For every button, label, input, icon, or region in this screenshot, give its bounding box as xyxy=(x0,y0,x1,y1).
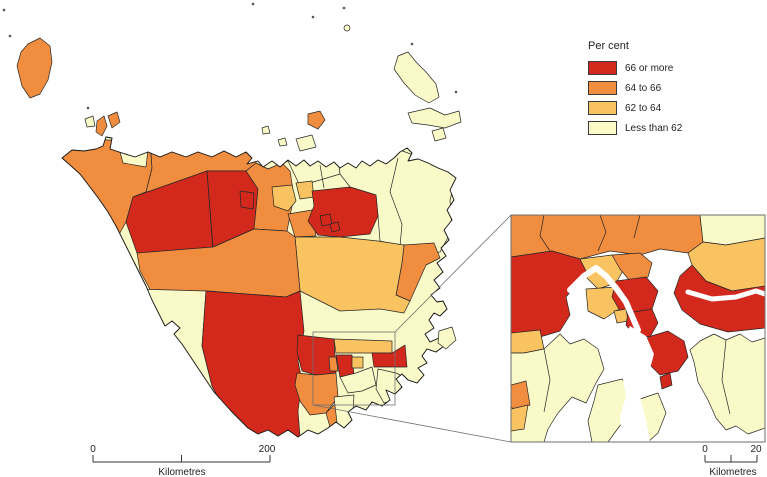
legend-item: Less than 62 xyxy=(588,121,682,135)
inset-region xyxy=(659,372,673,390)
scalebar-start-label: 0 xyxy=(90,444,96,455)
scalebar-start-label: 0 xyxy=(702,444,708,455)
islet-speck xyxy=(311,15,315,19)
island xyxy=(84,115,96,128)
region-border xyxy=(319,164,325,189)
region xyxy=(287,209,317,238)
inset-border xyxy=(510,214,766,443)
island-cape-barren xyxy=(407,107,462,129)
region xyxy=(294,236,411,314)
scalebar-end-label: 20 xyxy=(750,444,762,455)
island xyxy=(295,134,317,152)
legend-swatch-class2 xyxy=(588,81,617,95)
mainland-regions xyxy=(62,137,456,437)
inset-region xyxy=(511,404,529,432)
region xyxy=(333,394,355,432)
legend-label: 64 to 66 xyxy=(625,82,662,94)
legend-item: 62 to 64 xyxy=(588,101,682,115)
island xyxy=(277,137,288,147)
islands xyxy=(2,2,462,350)
island xyxy=(307,110,326,130)
legend-item: 66 or more xyxy=(588,61,682,75)
islet-speck xyxy=(8,34,12,38)
island-flinders xyxy=(393,51,440,104)
pitt-water xyxy=(685,288,765,302)
island-king xyxy=(16,37,53,99)
legend: Per cent 66 or more 64 to 66 62 to 64 Le… xyxy=(588,40,682,141)
region xyxy=(371,344,408,368)
region-border xyxy=(389,157,403,247)
inset-region-border xyxy=(539,215,551,252)
inset-region xyxy=(613,308,629,324)
inset-region xyxy=(511,215,704,260)
connector-line xyxy=(394,214,512,333)
islet-speck xyxy=(2,8,6,12)
island xyxy=(431,127,447,142)
island xyxy=(95,115,108,137)
scalebar-end-label: 200 xyxy=(259,444,276,455)
connector-line xyxy=(312,404,512,443)
islet-speck xyxy=(410,42,414,46)
inset-region-border xyxy=(543,348,551,413)
islet-speck xyxy=(86,106,90,110)
islet-speck xyxy=(342,6,346,10)
derwent-river xyxy=(567,265,641,333)
region xyxy=(328,356,339,372)
region xyxy=(307,186,379,238)
legend-label: Less than 62 xyxy=(625,122,683,134)
region xyxy=(239,190,255,210)
legend-swatch-class1 xyxy=(588,61,617,75)
legend-label: 62 to 64 xyxy=(625,102,662,114)
region xyxy=(329,221,341,233)
islet xyxy=(343,24,351,32)
region xyxy=(339,366,377,394)
inset-region-border xyxy=(721,339,731,415)
island xyxy=(261,125,271,135)
scalebar-main: 0 200 Kilometres xyxy=(90,444,276,477)
inset-region xyxy=(511,329,545,354)
islet-speck xyxy=(454,90,458,94)
source-box xyxy=(312,331,396,406)
region xyxy=(201,290,305,437)
inset-region xyxy=(511,250,587,342)
region xyxy=(351,356,364,369)
islet-speck xyxy=(251,2,255,6)
legend-swatch-class4 xyxy=(588,121,617,135)
island-maria xyxy=(437,326,457,350)
scalebar-unit-label: Kilometres xyxy=(709,467,756,477)
inset-region-border xyxy=(597,215,607,252)
legend-title: Per cent xyxy=(588,40,629,52)
legend-swatch-class3 xyxy=(588,101,617,115)
scalebar-unit-label: Kilometres xyxy=(158,467,205,477)
inset-region-border xyxy=(633,215,641,239)
island xyxy=(107,111,121,129)
legend-item: 64 to 66 xyxy=(588,81,682,95)
mainland-coastline xyxy=(61,136,457,438)
inset-region xyxy=(511,333,605,442)
region xyxy=(333,338,393,354)
inset-map xyxy=(511,215,765,442)
scalebar-inset: 0 20 Kilometres xyxy=(702,444,762,477)
region xyxy=(271,184,297,212)
inset-region xyxy=(611,252,653,282)
legend-label: 66 or more xyxy=(625,62,674,74)
derwent-estuary xyxy=(618,326,654,442)
inset-region xyxy=(689,333,765,435)
